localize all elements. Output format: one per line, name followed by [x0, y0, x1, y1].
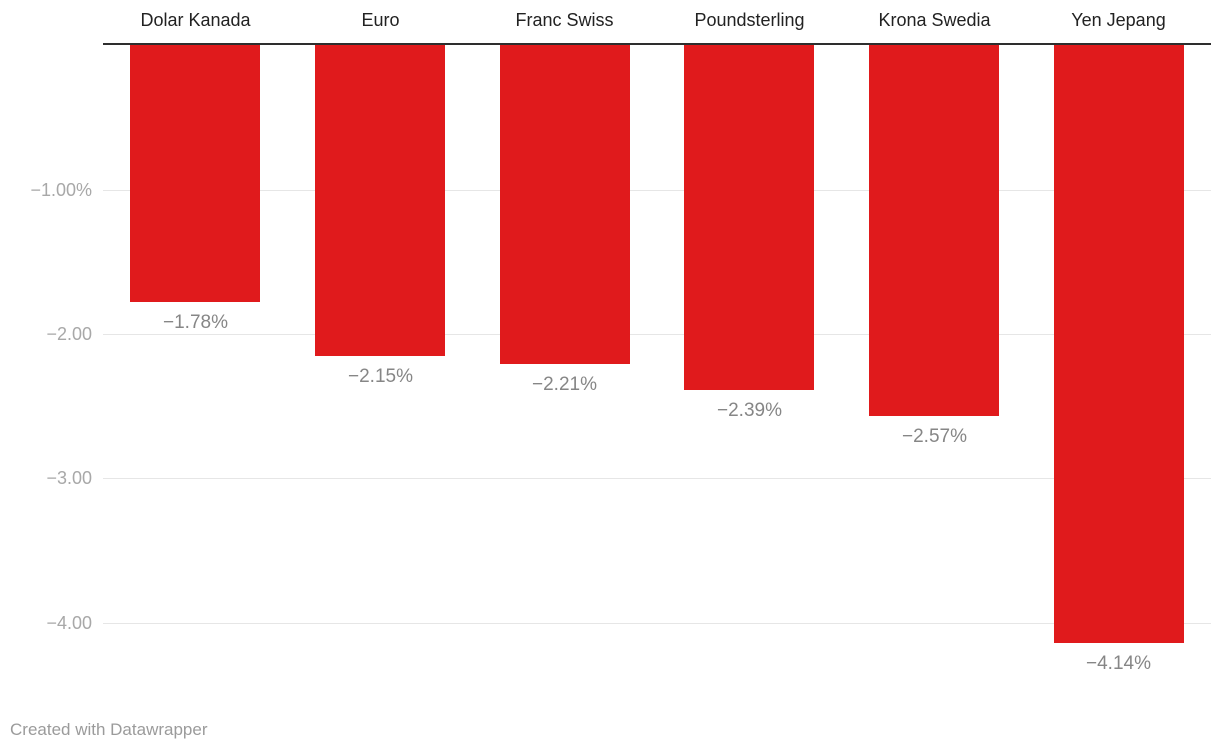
value-label-dolar-kanada: −1.78%: [163, 312, 228, 333]
column-label-franc-swiss: Franc Swiss: [515, 10, 614, 30]
bar-krona-swedia: [869, 45, 999, 416]
column-label-yen-jepang: Yen Jepang: [1071, 10, 1166, 30]
value-label-poundsterling: −2.39%: [717, 400, 782, 421]
bar-dolar-kanada: [130, 45, 260, 302]
gridline-4: [103, 623, 1211, 624]
column-label-poundsterling: Poundsterling: [694, 10, 805, 30]
gridline-3: [103, 478, 1211, 479]
value-label-yen-jepang: −4.14%: [1086, 653, 1151, 674]
y-tick-label-2: −2.00: [46, 324, 92, 344]
column-label-euro: Euro: [361, 10, 400, 30]
bar-euro: [315, 45, 445, 356]
bar-franc-swiss: [500, 45, 630, 364]
zero-baseline: [103, 43, 1211, 45]
bar-yen-jepang: [1054, 45, 1184, 643]
column-label-dolar-kanada: Dolar Kanada: [140, 10, 251, 30]
datawrapper-attribution-link[interactable]: Created with Datawrapper: [10, 720, 208, 739]
gridline-2: [103, 334, 1211, 335]
gridline-1: [103, 190, 1211, 191]
y-tick-label-1: −1.00%: [30, 180, 92, 200]
column-label-krona-swedia: Krona Swedia: [878, 10, 991, 30]
y-tick-label-3: −3.00: [46, 468, 92, 488]
value-label-euro: −2.15%: [348, 366, 413, 387]
value-label-krona-swedia: −2.57%: [902, 426, 967, 447]
bar-poundsterling: [684, 45, 814, 390]
y-tick-label-4: −4.00: [46, 613, 92, 633]
value-label-franc-swiss: −2.21%: [532, 374, 597, 395]
